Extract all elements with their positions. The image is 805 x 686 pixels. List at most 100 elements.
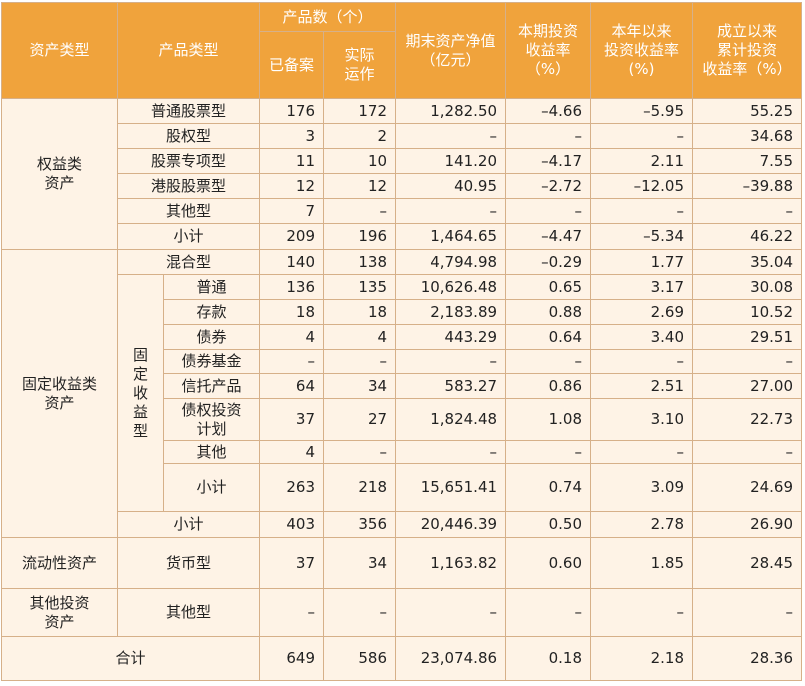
value-cell: 22.73 xyxy=(692,398,803,441)
value-cell: 55.25 xyxy=(692,98,803,124)
header-cell: 已备案 xyxy=(259,31,325,99)
product-type: 小计 xyxy=(116,511,261,538)
value-cell: 29.51 xyxy=(692,324,803,350)
value-cell: – xyxy=(395,588,507,637)
product-type: 普通股票型 xyxy=(116,98,261,124)
value-cell: 0.18 xyxy=(505,636,592,681)
value-cell: 3 xyxy=(259,123,325,149)
table-row: 股权型 3 2– – –34.68 xyxy=(2,123,803,149)
value-cell: 0.65 xyxy=(505,274,592,300)
product-type: 其他 xyxy=(162,440,261,464)
value-cell: 0.50 xyxy=(505,511,592,538)
table-row: 债权投资 计划 37 27 1,824.48 1.08 3.10 22.73 xyxy=(2,398,803,441)
value-cell: 141.20 xyxy=(395,148,507,174)
value-cell: 35.04 xyxy=(692,249,803,275)
value-cell: 37 xyxy=(259,398,325,441)
value-cell: – xyxy=(505,588,592,637)
product-type: 股权型 xyxy=(116,123,261,149)
value-cell: – xyxy=(323,349,397,374)
value-cell: – xyxy=(505,123,592,149)
value-cell: 27.00 xyxy=(692,373,803,399)
value-cell: – xyxy=(590,349,694,374)
value-cell: 3.09 xyxy=(590,463,694,512)
value-cell: 2.18 xyxy=(590,636,694,681)
value-cell: – xyxy=(505,440,592,464)
header-cell: 成立以来 累计投资 收益率（%） xyxy=(692,2,803,99)
value-cell: 263 xyxy=(259,463,325,512)
value-cell: – xyxy=(692,588,803,637)
value-cell: 3.40 xyxy=(590,324,694,350)
value-cell: 26.90 xyxy=(692,511,803,538)
value-cell: 12 xyxy=(259,173,325,199)
product-type: 债券 xyxy=(162,324,261,350)
value-cell: 0.64 xyxy=(505,324,592,350)
product-type: 其他型 xyxy=(116,588,261,637)
value-cell: 4 xyxy=(323,324,397,350)
table-row: 小计 403 356 20,446.39 0.50 2.78 26.90 xyxy=(2,511,803,538)
value-cell: – xyxy=(395,349,507,374)
product-type: 债权投资 计划 xyxy=(162,398,261,441)
table-row: 存款 18 18 2,183.89 0.88 2.69 10.52 xyxy=(2,299,803,325)
value-cell: 4 xyxy=(259,324,325,350)
header-cell: 本期投资 收益率 （%） xyxy=(505,2,592,99)
value-cell: 172 xyxy=(323,98,397,124)
value-cell: 1.85 xyxy=(590,537,694,589)
value-cell: 34.68 xyxy=(692,123,803,149)
value-cell: –39.88 xyxy=(692,173,803,199)
value-cell: 34 xyxy=(323,537,397,589)
table-row: 股票专项型 11 10 141.20 –4.17 2.11 7.55 xyxy=(2,148,803,174)
table-row: 固 定 收 益 型普通 136 135 10,626.48 0.65 3.17 30.08 xyxy=(2,274,803,512)
value-cell: 403 xyxy=(259,511,325,538)
product-type: 合计 xyxy=(0,636,261,681)
table-row: 流动性资产 货币型 37 34 1,163.82 0.60 1.85 28.45 xyxy=(1,537,803,589)
value-cell: 4,794.98 xyxy=(395,249,507,275)
value-cell: 1.08 xyxy=(505,398,592,441)
product-type: 货币型 xyxy=(116,537,261,589)
table-row: 小计 209 196 1,464.65 –4.47 –5.34 46.22 xyxy=(2,223,803,250)
product-type: 小计 xyxy=(116,223,261,250)
value-cell: 443.29 xyxy=(395,324,507,350)
value-cell: 3.10 xyxy=(590,398,694,441)
table-row: 信托产品 64 34 583.27 0.86 2.51 27.00 xyxy=(2,373,803,399)
table-row: 港股股票型 12 12 40.95 –2.72 –12.05 –39.88 xyxy=(2,173,803,199)
value-cell: 136 xyxy=(259,274,325,300)
table-row: 其他投资 资产 其他型 – – – – – – xyxy=(1,588,803,637)
product-type: 信托产品 xyxy=(162,373,261,399)
value-cell: 11 xyxy=(259,148,325,174)
value-cell: – xyxy=(590,198,694,224)
value-cell: 2.11 xyxy=(590,148,694,174)
header-cell: 资产类型 xyxy=(1,2,118,99)
value-cell: 1.77 xyxy=(590,249,694,275)
value-cell: 176 xyxy=(259,98,325,124)
table-row: 合计 649 586 23,074.86 0.18 2.18 28.36 xyxy=(0,636,803,681)
table-row: 其他 4– – – – – xyxy=(2,440,803,464)
value-cell: 12 xyxy=(323,173,397,199)
value-cell: – xyxy=(692,349,803,374)
value-cell: 138 xyxy=(323,249,397,275)
value-cell: 18 xyxy=(323,299,397,325)
value-cell: – xyxy=(259,349,325,374)
table-row: 固定收益类 资产 混合型 140 138 4,794.98 –0.29 1.77 35.04 xyxy=(1,249,803,538)
table-row: 债券基金 – – – – – – xyxy=(2,349,803,374)
value-cell: 18 xyxy=(259,299,325,325)
product-type: 股票专项型 xyxy=(116,148,261,174)
value-cell: 218 xyxy=(323,463,397,512)
value-cell: – xyxy=(259,588,325,637)
table-row: 权益类 资产 普通股票型 176 172 1,282.50 –4.66 –5.95 55.25 xyxy=(1,98,803,250)
header-cell: 期末资产净值 （亿元） xyxy=(395,2,507,99)
value-cell: – xyxy=(692,198,803,224)
value-cell: – xyxy=(692,440,803,464)
value-cell: 3.17 xyxy=(590,274,694,300)
product-type: 港股股票型 xyxy=(116,173,261,199)
product-type: 存款 xyxy=(162,299,261,325)
table-row: 其他型 7– – – – – xyxy=(2,198,803,224)
value-cell: – xyxy=(590,440,694,464)
value-cell: – xyxy=(323,440,397,464)
value-cell: – xyxy=(505,349,592,374)
value-cell: 2.51 xyxy=(590,373,694,399)
value-cell: 27 xyxy=(323,398,397,441)
value-cell: – xyxy=(323,588,397,637)
asset-type: 其他投资 资产 xyxy=(1,588,118,637)
value-cell: 0.74 xyxy=(505,463,592,512)
